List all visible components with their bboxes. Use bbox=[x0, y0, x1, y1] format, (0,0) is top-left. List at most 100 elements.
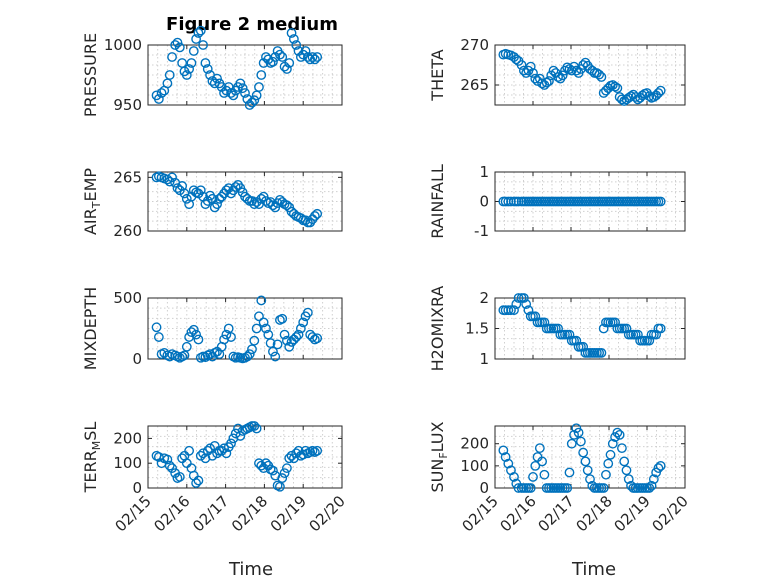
data-point bbox=[270, 52, 281, 62]
data-point bbox=[249, 199, 260, 210]
data-point bbox=[198, 448, 208, 459]
data-point bbox=[305, 54, 316, 65]
data-point bbox=[582, 465, 593, 476]
data-point bbox=[286, 450, 297, 461]
data-point bbox=[594, 69, 605, 80]
data-point bbox=[630, 92, 641, 102]
data-point bbox=[172, 183, 183, 193]
data-point bbox=[251, 423, 262, 434]
ylabel: AIRTEMP bbox=[81, 168, 103, 235]
data-point bbox=[249, 335, 260, 346]
data-point bbox=[623, 474, 634, 485]
data-point bbox=[284, 453, 295, 464]
data-point bbox=[284, 58, 295, 68]
panel-mixdepth: 0 500 MIXDEPTH bbox=[81, 287, 343, 370]
data-point bbox=[151, 322, 162, 333]
series-points bbox=[151, 25, 323, 110]
data-point bbox=[307, 52, 318, 62]
ylabel: TERRMSL bbox=[81, 422, 103, 494]
data-point bbox=[268, 465, 278, 476]
data-point bbox=[181, 193, 192, 204]
xtick-label: 02/17 bbox=[535, 492, 578, 535]
data-point bbox=[164, 460, 175, 471]
data-point bbox=[207, 450, 218, 461]
xtick-label: 02/20 bbox=[649, 492, 692, 535]
data-point bbox=[256, 70, 267, 80]
xtick-label: 02/15 bbox=[112, 492, 155, 535]
data-point bbox=[307, 332, 318, 342]
xtick-label: 02/15 bbox=[459, 492, 502, 535]
panel-rainfall: -1 0 1 RAINFALL bbox=[428, 163, 686, 240]
data-point bbox=[566, 438, 577, 449]
data-point bbox=[518, 293, 529, 303]
data-point bbox=[644, 483, 655, 493]
data-point bbox=[256, 193, 267, 204]
data-point bbox=[513, 293, 524, 303]
series-points bbox=[498, 196, 666, 207]
data-point bbox=[596, 72, 607, 82]
data-point bbox=[564, 329, 575, 340]
data-point bbox=[605, 449, 616, 460]
ytick-label: 0 bbox=[479, 193, 489, 211]
data-point bbox=[655, 323, 666, 334]
data-point bbox=[528, 472, 538, 482]
data-point bbox=[268, 56, 278, 67]
data-point bbox=[195, 185, 206, 196]
data-point bbox=[193, 475, 204, 486]
data-point bbox=[282, 335, 292, 346]
data-point bbox=[513, 483, 524, 493]
data-point bbox=[242, 193, 253, 204]
data-point bbox=[293, 329, 304, 340]
data-point bbox=[230, 182, 241, 192]
data-point bbox=[186, 58, 197, 68]
data-point bbox=[223, 323, 234, 334]
data-point bbox=[644, 335, 655, 346]
data-point bbox=[282, 200, 292, 211]
data-point bbox=[648, 474, 659, 485]
data-point bbox=[212, 199, 222, 210]
data-point bbox=[598, 483, 609, 493]
data-point bbox=[509, 305, 519, 316]
data-point bbox=[249, 421, 260, 431]
data-point bbox=[179, 350, 190, 361]
data-point bbox=[298, 317, 309, 328]
data-point bbox=[300, 46, 311, 56]
xtick-label: 02/19 bbox=[611, 492, 654, 535]
data-point bbox=[569, 429, 579, 440]
series-points bbox=[151, 421, 323, 492]
data-point bbox=[270, 351, 281, 362]
data-point bbox=[553, 72, 563, 82]
data-point bbox=[226, 438, 236, 449]
data-point bbox=[300, 215, 311, 226]
data-point bbox=[610, 317, 620, 328]
data-point bbox=[244, 349, 255, 360]
data-point bbox=[219, 334, 229, 345]
data-point bbox=[309, 54, 320, 65]
data-point bbox=[184, 445, 195, 456]
xtick-label: 02/19 bbox=[267, 492, 310, 535]
data-point bbox=[198, 40, 208, 50]
data-point bbox=[653, 88, 664, 98]
data-point bbox=[277, 313, 288, 324]
data-point bbox=[312, 52, 323, 62]
data-point bbox=[500, 452, 511, 462]
ylabel: SUNFLUX bbox=[428, 421, 450, 492]
data-point bbox=[279, 329, 290, 340]
data-point bbox=[237, 83, 248, 94]
data-point bbox=[578, 447, 589, 458]
data-point bbox=[275, 481, 285, 492]
data-point bbox=[207, 76, 218, 86]
data-point bbox=[300, 445, 311, 456]
data-point bbox=[256, 295, 267, 306]
data-point bbox=[646, 480, 657, 491]
xtick-label: 02/17 bbox=[189, 492, 232, 535]
data-point bbox=[553, 323, 563, 334]
data-point bbox=[580, 456, 591, 467]
data-point bbox=[617, 443, 627, 454]
ytick-label: 2 bbox=[479, 289, 489, 307]
data-point bbox=[596, 347, 607, 358]
ytick-label: -1 bbox=[474, 222, 489, 240]
ytick-label: 0 bbox=[132, 479, 142, 497]
data-point bbox=[607, 438, 618, 449]
